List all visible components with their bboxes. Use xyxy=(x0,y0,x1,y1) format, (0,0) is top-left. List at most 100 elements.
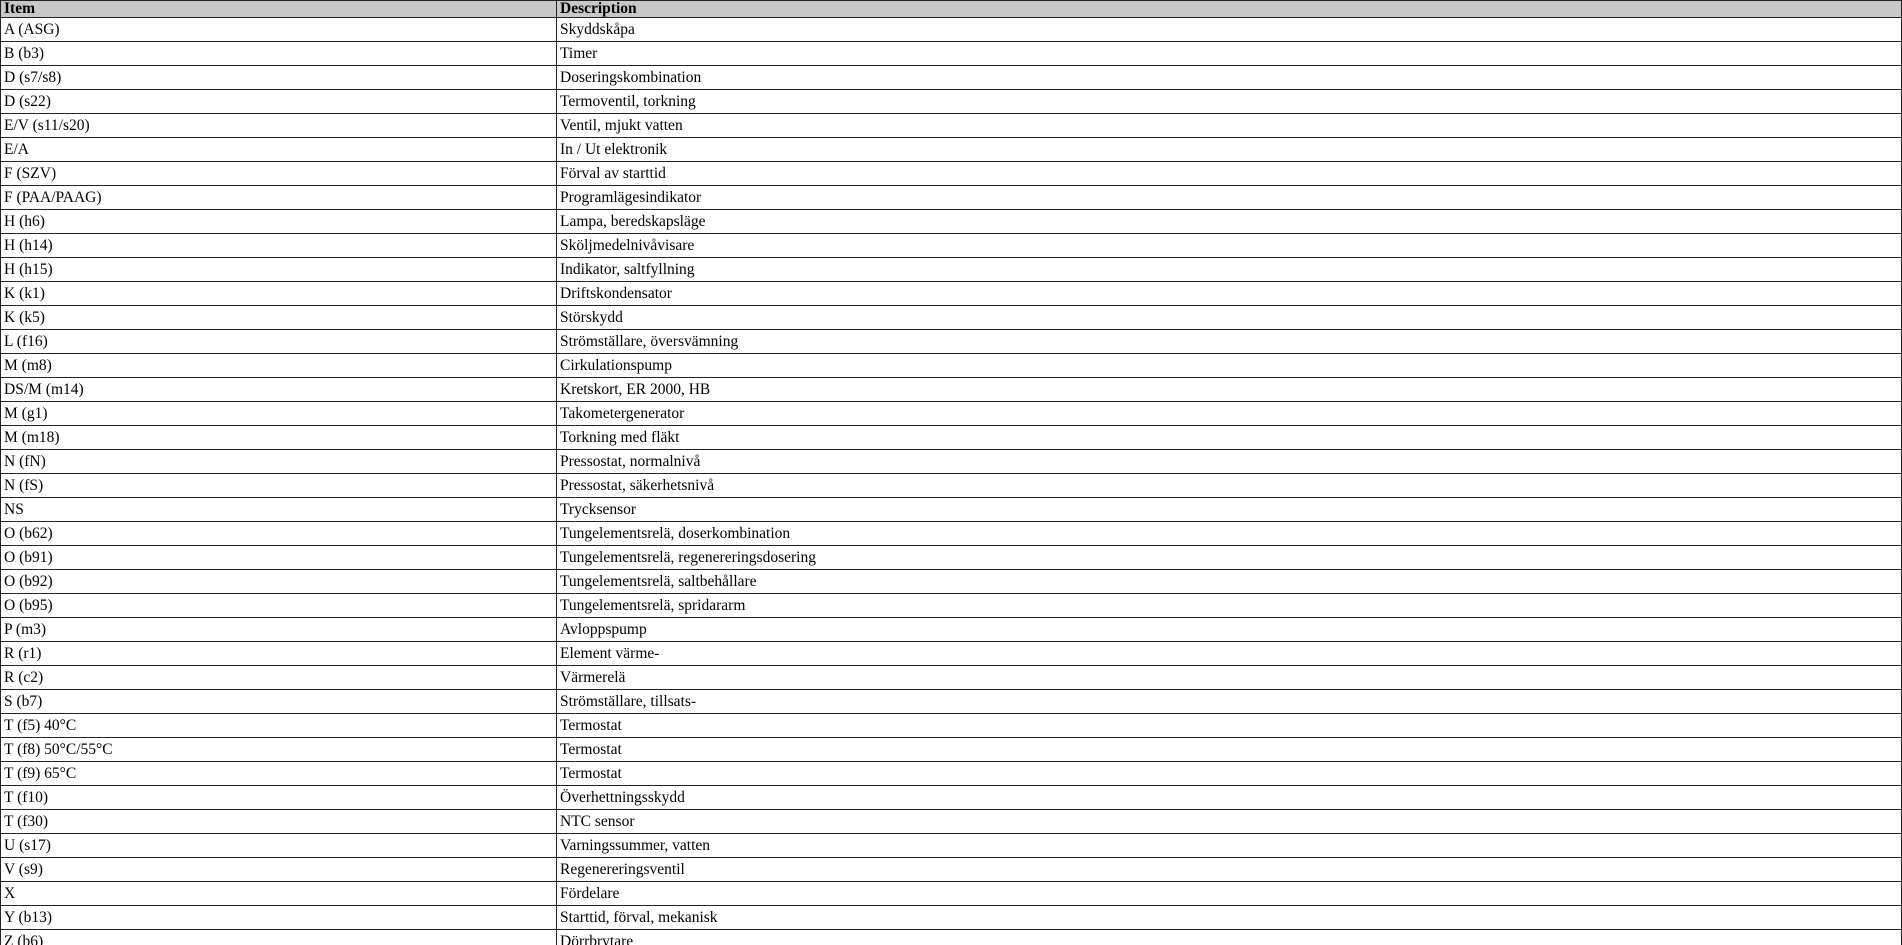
item-cell: P (m3) xyxy=(0,617,557,642)
table-row: Z (b6) Dörrbrytare xyxy=(0,929,1902,945)
table-row: D (s7/s8) Doseringskombination xyxy=(0,65,1902,90)
table-row: H (h14) Sköljmedelnivåvisare xyxy=(0,233,1902,258)
table-row: A (ASG) Skyddskåpa xyxy=(0,17,1902,42)
item-cell: K (k1) xyxy=(0,281,557,306)
item-cell: F (PAA/PAAG) xyxy=(0,185,557,210)
description-cell: Ventil, mjukt vatten xyxy=(556,113,1902,138)
table-row: S (b7) Strömställare, tillsats- xyxy=(0,689,1902,714)
table-row: B (b3) Timer xyxy=(0,41,1902,66)
table-row: M (m8) Cirkulationspump xyxy=(0,353,1902,378)
description-cell: Störskydd xyxy=(556,305,1902,330)
description-cell: Avloppspump xyxy=(556,617,1902,642)
item-cell: E/V (s11/s20) xyxy=(0,113,557,138)
description-cell: Programlägesindikator xyxy=(556,185,1902,210)
table-row: K (k1) Driftskondensator xyxy=(0,281,1902,306)
table-row: F (PAA/PAAG) Programlägesindikator xyxy=(0,185,1902,210)
description-cell: Regenereringsventil xyxy=(556,857,1902,882)
table-row: P (m3) Avloppspump xyxy=(0,617,1902,642)
table-row: O (b62) Tungelementsrelä, doserkombinatio… xyxy=(0,521,1902,546)
table-row: Y (b13) Starttid, förval, mekanisk xyxy=(0,905,1902,930)
item-cell: D (s22) xyxy=(0,89,557,114)
item-cell: T (f30) xyxy=(0,809,557,834)
description-cell: Kretskort, ER 2000, HB xyxy=(556,377,1902,402)
table-row: T (f30) NTC sensor xyxy=(0,809,1902,834)
header-row: Item Description xyxy=(0,0,1902,18)
item-cell: O (b62) xyxy=(0,521,557,546)
item-cell: R (r1) xyxy=(0,641,557,666)
item-cell: H (h14) xyxy=(0,233,557,258)
description-cell: Termostat xyxy=(556,761,1902,786)
item-cell: NS xyxy=(0,497,557,522)
table-row: T (f9) 65°C Termostat xyxy=(0,761,1902,786)
description-cell: Driftskondensator xyxy=(556,281,1902,306)
description-cell: Torkning med fläkt xyxy=(556,425,1902,450)
item-cell: D (s7/s8) xyxy=(0,65,557,90)
description-cell: Dörrbrytare xyxy=(556,929,1902,945)
item-cell: Z (b6) xyxy=(0,929,557,945)
header-cell: Description xyxy=(556,0,1902,18)
table-row: NS Trycksensor xyxy=(0,497,1902,522)
table-row: D (s22) Termoventil, torkning xyxy=(0,89,1902,114)
item-cell: T (f10) xyxy=(0,785,557,810)
table-row: L (f16) Strömställare, översvämning xyxy=(0,329,1902,354)
table-row: U (s17) Varningssummer, vatten xyxy=(0,833,1902,858)
description-cell: Varningssummer, vatten xyxy=(556,833,1902,858)
item-cell: R (c2) xyxy=(0,665,557,690)
item-cell: S (b7) xyxy=(0,689,557,714)
description-cell: Timer xyxy=(556,41,1902,66)
description-cell: Sköljmedelnivåvisare xyxy=(556,233,1902,258)
table-row: R (c2) Värmerelä xyxy=(0,665,1902,690)
item-cell: O (b92) xyxy=(0,569,557,594)
description-cell: Indikator, saltfyllning xyxy=(556,257,1902,282)
table-body: A (ASG) Skyddskåpa B (b3) Timer D (s7/s8) Dos… xyxy=(0,17,1902,945)
table-row: M (g1) Takometergenerator xyxy=(0,401,1902,426)
table-row: O (b95) Tungelementsrelä, spridararm xyxy=(0,593,1902,618)
description-cell: Tungelementsrelä, spridararm xyxy=(556,593,1902,618)
description-cell: Tungelementsrelä, regenereringsdosering xyxy=(556,545,1902,570)
table-row: E/V (s11/s20) Ventil, mjukt vatten xyxy=(0,113,1902,138)
description-cell: Pressostat, normalnivå xyxy=(556,449,1902,474)
item-cell: N (fN) xyxy=(0,449,557,474)
item-cell: M (m18) xyxy=(0,425,557,450)
description-cell: Element värme- xyxy=(556,641,1902,666)
item-cell: K (k5) xyxy=(0,305,557,330)
table-row: O (b91) Tungelementsrelä, regenereringsdo… xyxy=(0,545,1902,570)
item-cell: B (b3) xyxy=(0,41,557,66)
table-row: V (s9) Regenereringsventil xyxy=(0,857,1902,882)
item-cell: F (SZV) xyxy=(0,161,557,186)
header-cell: Item xyxy=(0,0,557,18)
table-row: F (SZV) Förval av starttid xyxy=(0,161,1902,186)
description-cell: Överhettningsskydd xyxy=(556,785,1902,810)
table-row: H (h15) Indikator, saltfyllning xyxy=(0,257,1902,282)
item-cell: X xyxy=(0,881,557,906)
item-cell: T (f5) 40°C xyxy=(0,713,557,738)
table-header: Item Description xyxy=(0,0,1902,18)
table-row: R (r1) Element värme- xyxy=(0,641,1902,666)
description-cell: Termoventil, torkning xyxy=(556,89,1902,114)
item-cell: M (g1) xyxy=(0,401,557,426)
item-cell: A (ASG) xyxy=(0,17,557,42)
table-row: N (fS) Pressostat, säkerhetsnivå xyxy=(0,473,1902,498)
item-cell: N (fS) xyxy=(0,473,557,498)
description-cell: Strömställare, tillsats- xyxy=(556,689,1902,714)
description-cell: Lampa, beredskapsläge xyxy=(556,209,1902,234)
description-cell: Värmerelä xyxy=(556,665,1902,690)
description-cell: Trycksensor xyxy=(556,497,1902,522)
description-cell: Pressostat, säkerhetsnivå xyxy=(556,473,1902,498)
description-cell: Takometergenerator xyxy=(556,401,1902,426)
item-cell: O (b91) xyxy=(0,545,557,570)
item-cell: U (s17) xyxy=(0,833,557,858)
item-cell: O (b95) xyxy=(0,593,557,618)
table-row: DS/M (m14) Kretskort, ER 2000, HB xyxy=(0,377,1902,402)
description-cell: Tungelementsrelä, doserkombination xyxy=(556,521,1902,546)
description-cell: NTC sensor xyxy=(556,809,1902,834)
description-cell: In / Ut elektronik xyxy=(556,137,1902,162)
table-row: T (f10) Överhettningsskydd xyxy=(0,785,1902,810)
description-cell: Skyddskåpa xyxy=(556,17,1902,42)
description-cell: Cirkulationspump xyxy=(556,353,1902,378)
item-cell: E/A xyxy=(0,137,557,162)
item-cell: Y (b13) xyxy=(0,905,557,930)
